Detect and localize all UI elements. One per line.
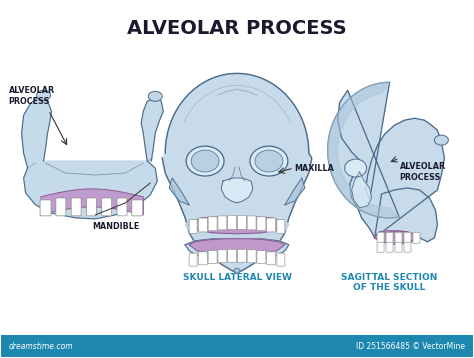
Ellipse shape <box>191 150 219 172</box>
FancyBboxPatch shape <box>395 242 402 252</box>
Text: MANDIBLE: MANDIBLE <box>92 222 140 231</box>
FancyBboxPatch shape <box>86 198 96 216</box>
FancyBboxPatch shape <box>237 249 246 262</box>
FancyBboxPatch shape <box>189 219 197 233</box>
Polygon shape <box>374 231 419 244</box>
FancyBboxPatch shape <box>386 232 393 243</box>
Ellipse shape <box>234 268 240 273</box>
Polygon shape <box>162 73 312 273</box>
Ellipse shape <box>36 90 51 100</box>
FancyBboxPatch shape <box>377 232 384 243</box>
Text: ALVEOLAR PROCESS: ALVEOLAR PROCESS <box>127 19 347 38</box>
FancyBboxPatch shape <box>395 232 402 243</box>
FancyBboxPatch shape <box>40 200 51 216</box>
FancyBboxPatch shape <box>257 251 266 263</box>
FancyBboxPatch shape <box>277 253 285 266</box>
Ellipse shape <box>255 150 283 172</box>
FancyBboxPatch shape <box>377 242 384 252</box>
FancyBboxPatch shape <box>228 216 237 229</box>
FancyBboxPatch shape <box>208 251 217 263</box>
Polygon shape <box>41 189 143 215</box>
FancyBboxPatch shape <box>404 232 411 243</box>
Polygon shape <box>328 82 445 244</box>
Ellipse shape <box>250 146 288 176</box>
FancyBboxPatch shape <box>267 218 275 232</box>
Text: MAXILLA: MAXILLA <box>294 164 334 173</box>
FancyBboxPatch shape <box>117 198 127 216</box>
FancyBboxPatch shape <box>189 253 197 266</box>
FancyBboxPatch shape <box>386 242 393 252</box>
Text: SAGITTAL SECTION
OF THE SKULL: SAGITTAL SECTION OF THE SKULL <box>341 273 438 292</box>
Polygon shape <box>328 82 399 218</box>
Text: ID 251566485 © VectorMine: ID 251566485 © VectorMine <box>356 342 465 351</box>
FancyBboxPatch shape <box>208 217 217 231</box>
Text: ALVEOLAR
PROCESS: ALVEOLAR PROCESS <box>400 162 446 182</box>
FancyBboxPatch shape <box>237 216 246 229</box>
FancyBboxPatch shape <box>218 250 227 263</box>
Polygon shape <box>189 217 285 234</box>
FancyBboxPatch shape <box>228 249 237 262</box>
Ellipse shape <box>186 146 224 176</box>
FancyBboxPatch shape <box>132 200 143 216</box>
Ellipse shape <box>434 135 448 145</box>
FancyBboxPatch shape <box>218 216 227 230</box>
Ellipse shape <box>345 159 366 177</box>
FancyBboxPatch shape <box>199 218 207 232</box>
Polygon shape <box>352 172 372 208</box>
Text: dreamstime.com: dreamstime.com <box>9 342 73 351</box>
Polygon shape <box>185 217 289 238</box>
FancyBboxPatch shape <box>247 216 256 230</box>
Polygon shape <box>285 178 305 205</box>
FancyBboxPatch shape <box>404 242 411 252</box>
Polygon shape <box>169 178 189 205</box>
Polygon shape <box>189 239 285 255</box>
Text: SKULL LATERAL VIEW: SKULL LATERAL VIEW <box>182 273 292 282</box>
FancyBboxPatch shape <box>0 335 474 357</box>
FancyBboxPatch shape <box>56 198 66 216</box>
FancyBboxPatch shape <box>413 232 420 243</box>
FancyBboxPatch shape <box>71 198 81 216</box>
Polygon shape <box>185 239 289 261</box>
FancyBboxPatch shape <box>247 250 256 263</box>
FancyBboxPatch shape <box>102 198 112 216</box>
Text: ALVEOLAR
PROCESS: ALVEOLAR PROCESS <box>9 86 55 106</box>
Polygon shape <box>374 232 419 244</box>
FancyBboxPatch shape <box>277 219 285 233</box>
Polygon shape <box>221 178 253 203</box>
FancyBboxPatch shape <box>257 217 266 231</box>
Polygon shape <box>22 95 163 219</box>
FancyBboxPatch shape <box>199 252 207 265</box>
Ellipse shape <box>148 91 162 101</box>
FancyBboxPatch shape <box>267 252 275 265</box>
